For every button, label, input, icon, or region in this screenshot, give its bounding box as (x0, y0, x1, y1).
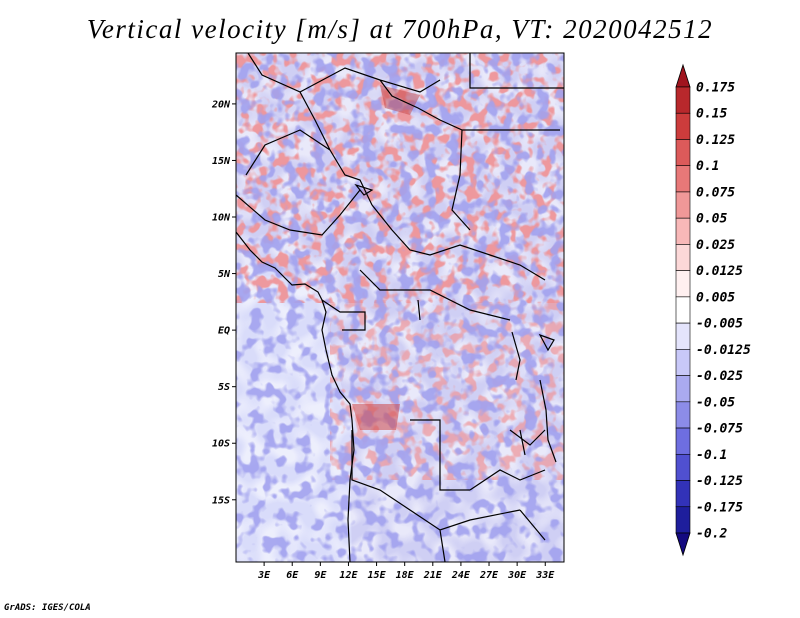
map-frame (235, 52, 565, 563)
lat-tick-label: 10S (212, 439, 230, 450)
colorbar-label: 0.175 (696, 81, 735, 96)
lon-tick-label: 24E (451, 570, 471, 581)
lon-tick-label: 9E (314, 570, 327, 581)
colorbar-segment (675, 375, 691, 403)
colorbar-label: 0.15 (696, 107, 727, 122)
colorbar: 0.175 0.15 0.125 0.1 0.075 0.05 0.025 0.0125 0.0… (675, 63, 751, 557)
colorbar-label: -0.175 (696, 500, 743, 515)
lat-tick-label: 10N (212, 213, 231, 224)
grads-footer: GrADS: IGES/COLA (4, 603, 91, 613)
colorbar-top-triangle (675, 63, 691, 88)
colorbar-segment (675, 270, 691, 298)
coastline (236, 231, 355, 562)
lon-axis: 3E 6E 9E 12E 15E 18E 21E 24E 27E 30E 33E (257, 562, 555, 581)
colorbar-segment (675, 244, 691, 271)
lat-tick-label: EQ (218, 326, 230, 337)
colorbar-segment (675, 139, 691, 167)
colorbar-label: -0.05 (696, 395, 735, 410)
red-patch-south (352, 404, 400, 430)
colorbar-label: -0.0125 (696, 343, 751, 358)
colorbar-label: 0.0125 (696, 264, 743, 279)
lat-tick-label: 15N (212, 156, 231, 167)
lon-tick-label: 21E (423, 570, 443, 581)
colorbar-segment (675, 112, 691, 140)
colorbar-label: 0.025 (696, 238, 735, 253)
colorbar-segment (675, 165, 691, 193)
lat-tick-label: 5S (218, 382, 230, 393)
colorbar-label: 0.075 (696, 185, 735, 200)
colorbar-segment (675, 217, 691, 245)
colorbar-bottom-triangle (675, 532, 691, 557)
lon-tick-label: 6E (286, 570, 299, 581)
colorbar-label: 0.125 (696, 133, 735, 148)
colorbar-segment (675, 453, 691, 481)
colorbar-label: -0.075 (696, 422, 743, 437)
colorbar-segment (675, 349, 691, 376)
lon-tick-label: 27E (479, 570, 499, 581)
colorbar-label: -0.005 (696, 317, 743, 332)
lat-tick-label: 15S (212, 495, 230, 506)
colorbar-label: -0.025 (696, 369, 743, 384)
colorbar-label: 0.1 (696, 159, 719, 174)
plot-title: Vertical velocity [m/s] at 700hPa, VT: 2… (86, 14, 714, 44)
colorbar-segment (675, 506, 691, 534)
colorbar-segment (675, 296, 691, 324)
colorbar-segment (675, 86, 691, 114)
colorbar-label: 0.05 (696, 212, 727, 227)
lon-tick-label: 18E (396, 570, 415, 581)
colorbar-label: -0.125 (696, 474, 743, 489)
colorbar-segment (675, 480, 691, 508)
lon-tick-label: 15E (368, 570, 387, 581)
colorbar-segment (675, 401, 691, 429)
lon-tick-label: 12E (339, 570, 358, 581)
lon-tick-label: 30E (507, 570, 527, 581)
colorbar-segment (675, 322, 691, 350)
colorbar-label: -0.1 (696, 448, 727, 463)
lat-axis: 20N 15N 10N 5N EQ 5S 10S 15S (211, 99, 236, 506)
lat-tick-label: 20N (211, 99, 231, 110)
lakes (354, 183, 557, 463)
lon-tick-label: 3E (257, 570, 271, 581)
colorbar-segment (675, 427, 691, 455)
map-boundaries (236, 53, 564, 562)
field-blue-texture (236, 53, 564, 562)
colorbar-label: 0.005 (696, 290, 735, 305)
country-borders (236, 53, 564, 562)
colorbar-label: -0.2 (696, 527, 727, 542)
lat-tick-label: 5N (218, 269, 231, 280)
map-field (236, 53, 564, 562)
lon-tick-label: 33E (535, 570, 555, 581)
colorbar-segment (675, 191, 691, 219)
